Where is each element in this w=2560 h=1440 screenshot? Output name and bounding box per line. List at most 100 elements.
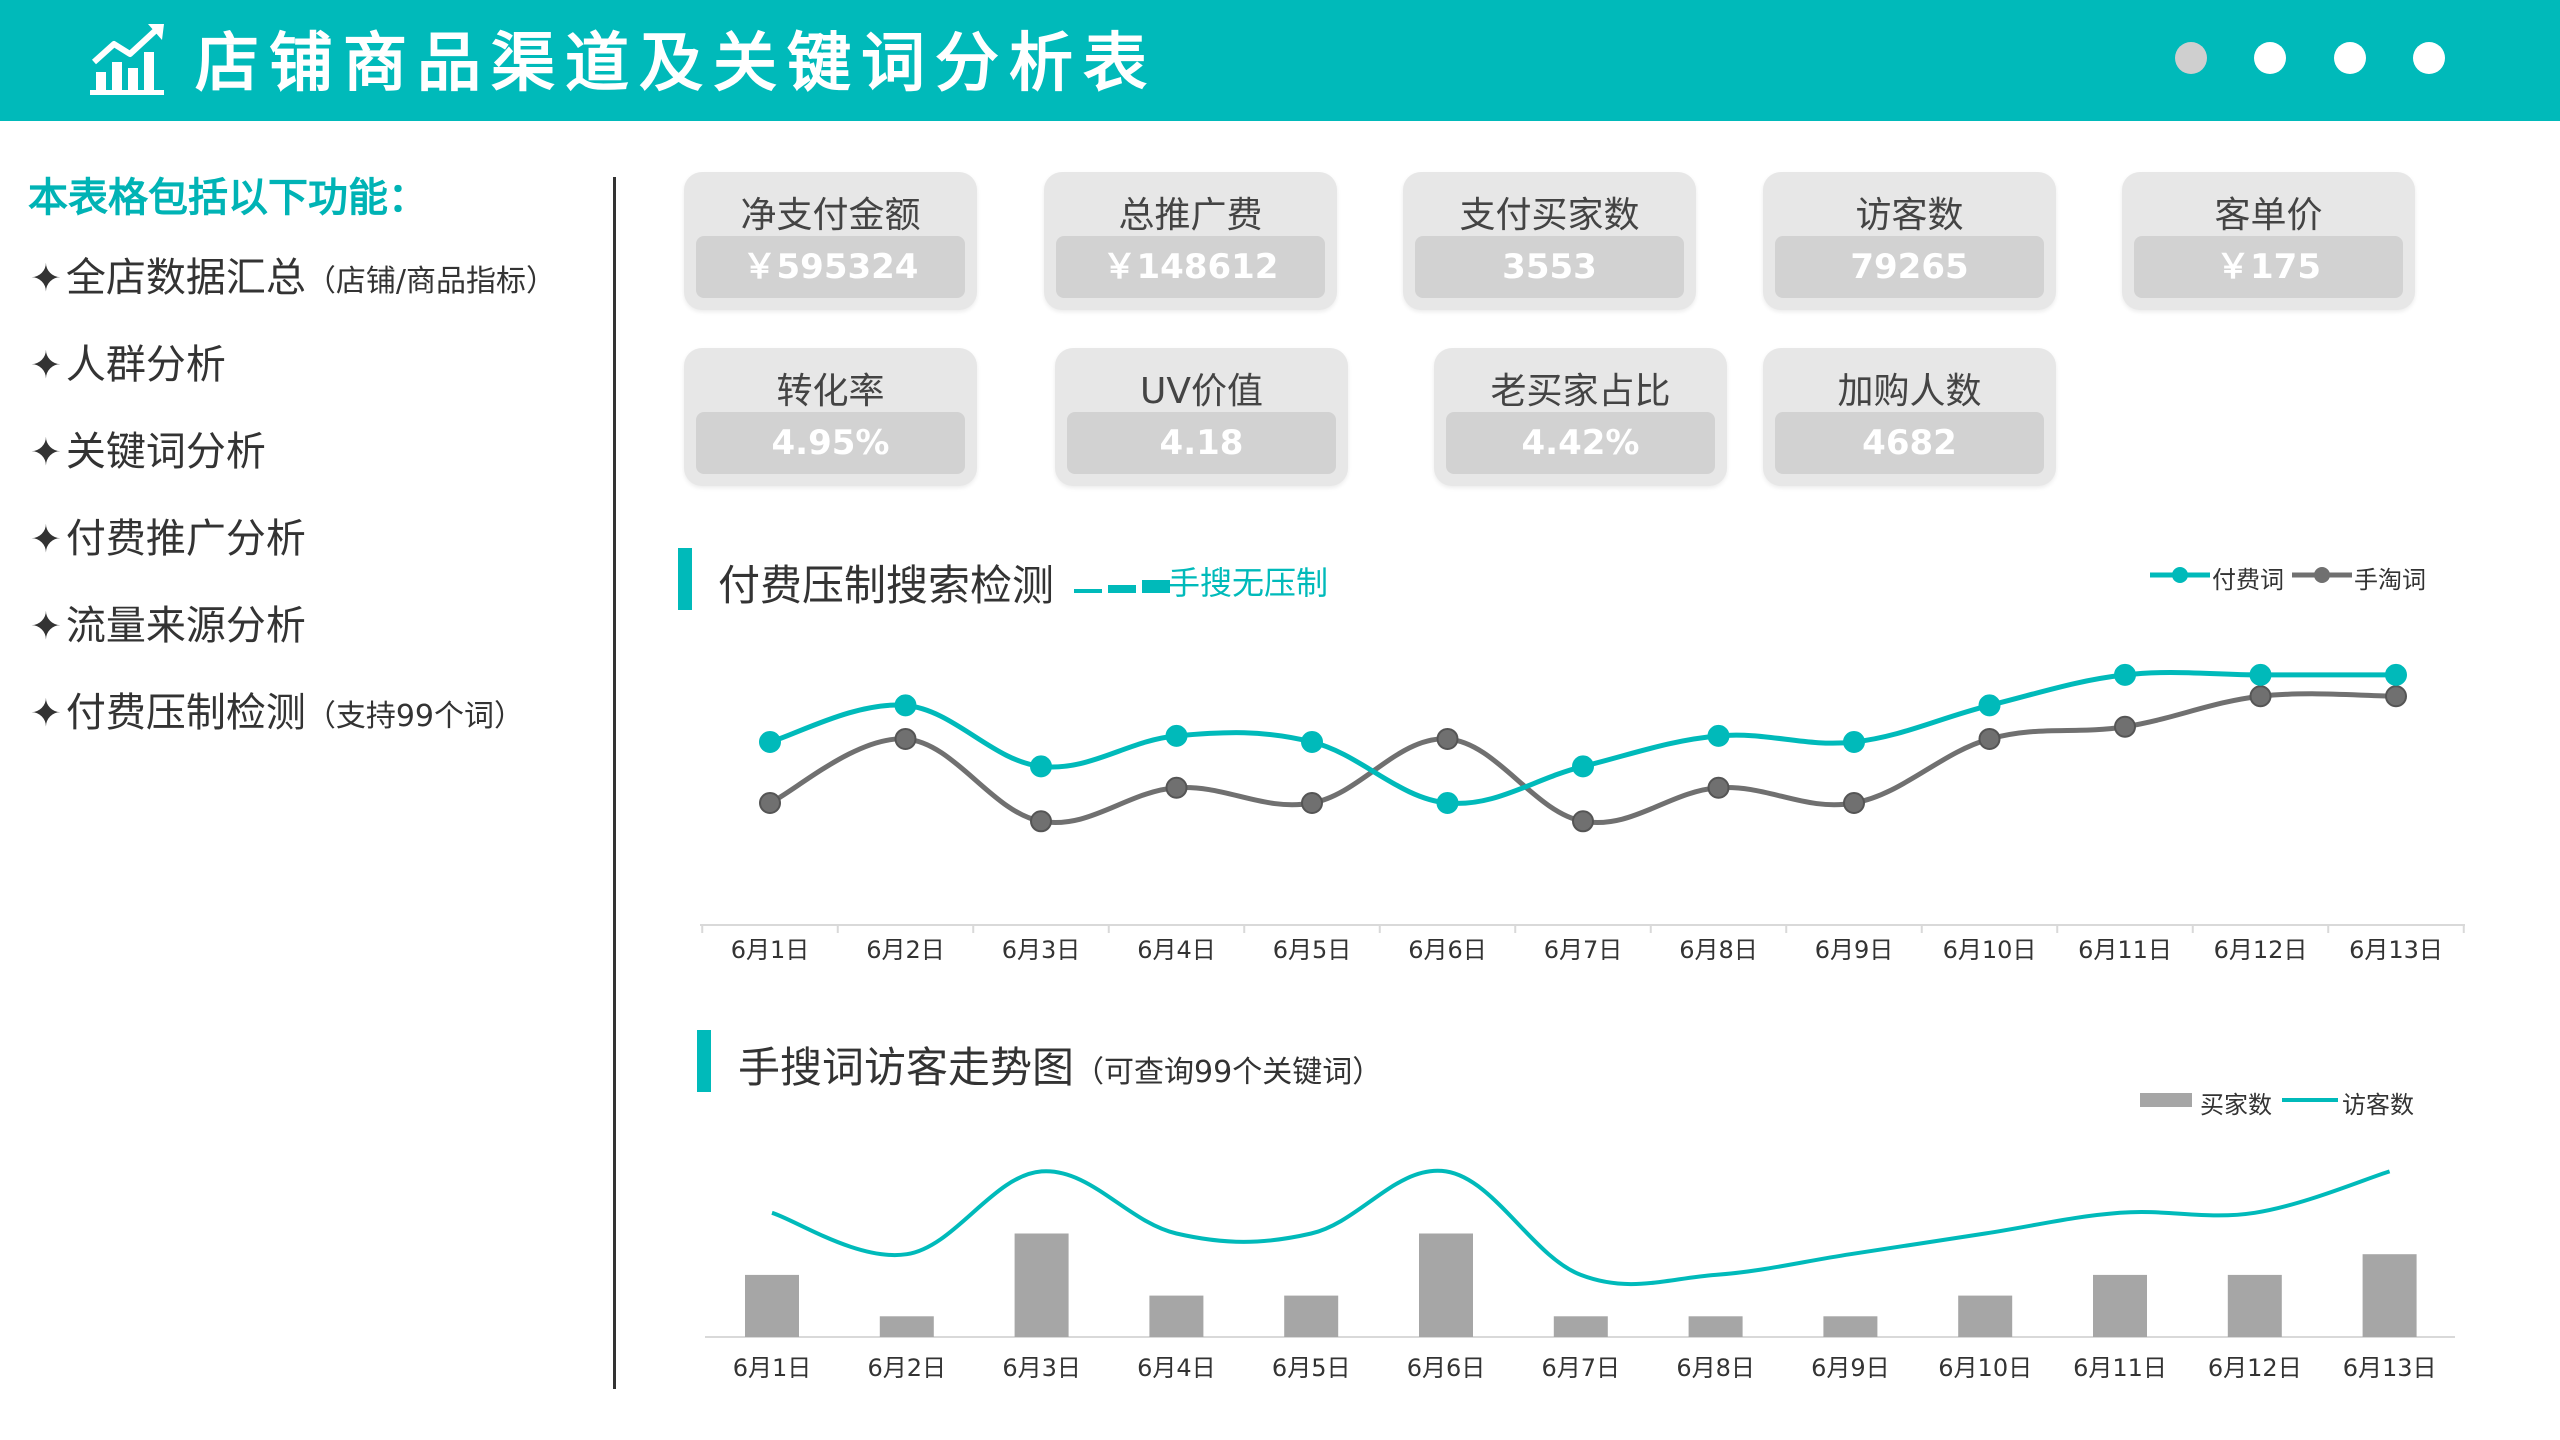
series-line-visitors (771, 1168, 2391, 1287)
kpi-value: ￥175 (2134, 236, 2403, 298)
x-tick-label: 6月7日 (1542, 1354, 1621, 1382)
data-point (1301, 792, 1323, 814)
feature-note: （支持99个词） (305, 699, 525, 734)
kpi-label: 支付买家数 (1459, 195, 1640, 236)
data-point (1030, 810, 1052, 833)
feature-item: ✦ 付费压制检测（支持99个词） (30, 687, 524, 743)
star-icon: ✦ (30, 691, 62, 735)
feature-label: 流量来源分析 (65, 603, 306, 649)
kpi-card: 净支付金额 ￥595324 (684, 172, 977, 310)
data-point (1707, 724, 1730, 747)
page-dot-4[interactable] (2413, 42, 2445, 74)
x-tick-label: 6月13日 (2349, 936, 2443, 964)
star-icon: ✦ (30, 430, 62, 474)
data-point (1572, 755, 1594, 778)
bar-buyers (1823, 1316, 1878, 1337)
kpi-value: 79265 (1775, 236, 2044, 298)
data-point (894, 727, 917, 750)
legend-buyers-marker (2140, 1093, 2192, 1107)
data-point (1707, 776, 1730, 799)
kpi-value: 4.95% (696, 412, 965, 474)
star-icon: ✦ (30, 256, 62, 300)
bar-buyers (1149, 1295, 1204, 1337)
series-line-paid-word (769, 669, 2396, 806)
feature-label: 付费压制检测 (65, 690, 306, 736)
x-tick-label: 6月5日 (1272, 1354, 1351, 1382)
bar-buyers (1553, 1316, 1608, 1337)
kpi-value: 4682 (1775, 412, 2044, 474)
feature-list-title: 本表格包括以下功能： (28, 175, 428, 221)
feature-label: 人群分析 (65, 342, 226, 388)
kpi-card: UV价值 4.18 (1055, 348, 1348, 486)
section-marker (697, 1030, 711, 1092)
bar-buyers (2227, 1274, 2282, 1337)
feature-label: 付费推广分析 (65, 516, 306, 562)
x-tick-label: 6月3日 (1002, 1354, 1081, 1382)
section2-title: 手搜词访客走势图（可查询99个关键词） (738, 1043, 1383, 1092)
data-point (1843, 792, 1865, 814)
bar-buyers (1688, 1316, 1743, 1337)
data-point (2114, 663, 2136, 686)
x-tick-label: 6月6日 (1408, 936, 1487, 964)
kpi-label: 客单价 (2214, 195, 2323, 236)
legend-taobao-word-marker (2292, 567, 2352, 583)
x-tick-label: 6月9日 (1815, 936, 1894, 964)
x-tick-label: 6月11日 (2073, 1354, 2167, 1382)
data-point (1843, 731, 1865, 753)
x-tick-label: 6月8日 (1676, 1354, 1755, 1382)
bar-buyers (1284, 1295, 1339, 1337)
x-tick-label: 6月11日 (2078, 936, 2172, 964)
x-tick-label: 6月4日 (1137, 936, 1216, 964)
feature-item: ✦ 关键词分析 (30, 426, 266, 478)
bar-buyers (1014, 1233, 1069, 1337)
data-point (1030, 755, 1052, 778)
feature-note: （店铺/商品指标） (305, 264, 556, 299)
data-point (1165, 776, 1188, 799)
kpi-card: 客单价 ￥175 (2122, 172, 2415, 310)
data-point (1572, 810, 1594, 833)
page-dot-3[interactable] (2334, 42, 2366, 74)
data-point (1436, 727, 1459, 750)
data-point (2385, 663, 2407, 686)
feature-label: 关键词分析 (65, 429, 266, 475)
kpi-card: 支付买家数 3553 (1403, 172, 1696, 310)
section1-subtitle: 手搜无压制 (1168, 564, 1329, 602)
legend-visitors: 访客数 (2342, 1091, 2414, 1119)
kpi-label: 转化率 (776, 371, 885, 412)
x-tick-label: 6月12日 (2208, 1354, 2302, 1382)
bar-buyers (1419, 1233, 1473, 1337)
bar-buyers (745, 1274, 799, 1337)
legend-paid-word-marker (2150, 567, 2210, 583)
kpi-value: 4.42% (1446, 412, 1715, 474)
kpi-card: 老买家占比 4.42% (1434, 348, 1727, 486)
page-dot-1[interactable] (2175, 42, 2207, 74)
page-dot-2[interactable] (2254, 42, 2286, 74)
kpi-value: ￥595324 (696, 236, 965, 298)
data-point (1301, 731, 1323, 753)
section1-title: 付费压制搜索检测 (718, 561, 1055, 610)
data-point (2249, 663, 2272, 686)
x-tick-label: 6月5日 (1273, 936, 1352, 964)
kpi-card: 访客数 79265 (1763, 172, 2056, 310)
data-point (1978, 694, 2001, 717)
page-title: 店铺商品渠道及关键词分析表 (195, 27, 1157, 101)
legend-visitors-marker (2282, 1098, 2338, 1102)
bar-steps-icon (1074, 580, 1170, 593)
data-point (2249, 685, 2272, 708)
star-icon: ✦ (30, 517, 62, 561)
x-tick-label: 6月12日 (2214, 936, 2308, 964)
kpi-label: 老买家占比 (1490, 371, 1671, 412)
feature-item: ✦ 全店数据汇总（店铺/商品指标） (30, 252, 556, 308)
x-tick-label: 6月6日 (1407, 1354, 1486, 1382)
feature-item: ✦ 流量来源分析 (30, 600, 306, 652)
x-tick-label: 6月2日 (866, 936, 945, 964)
data-point (894, 694, 917, 717)
x-tick-label: 6月9日 (1811, 1354, 1890, 1382)
kpi-label: UV价值 (1140, 371, 1263, 412)
data-point (2114, 715, 2136, 738)
data-point (1165, 724, 1188, 747)
kpi-card: 加购人数 4682 (1763, 348, 2056, 486)
bar-buyers (2362, 1254, 2417, 1337)
kpi-value: ￥148612 (1056, 236, 1325, 298)
kpi-card: 转化率 4.95% (684, 348, 977, 486)
